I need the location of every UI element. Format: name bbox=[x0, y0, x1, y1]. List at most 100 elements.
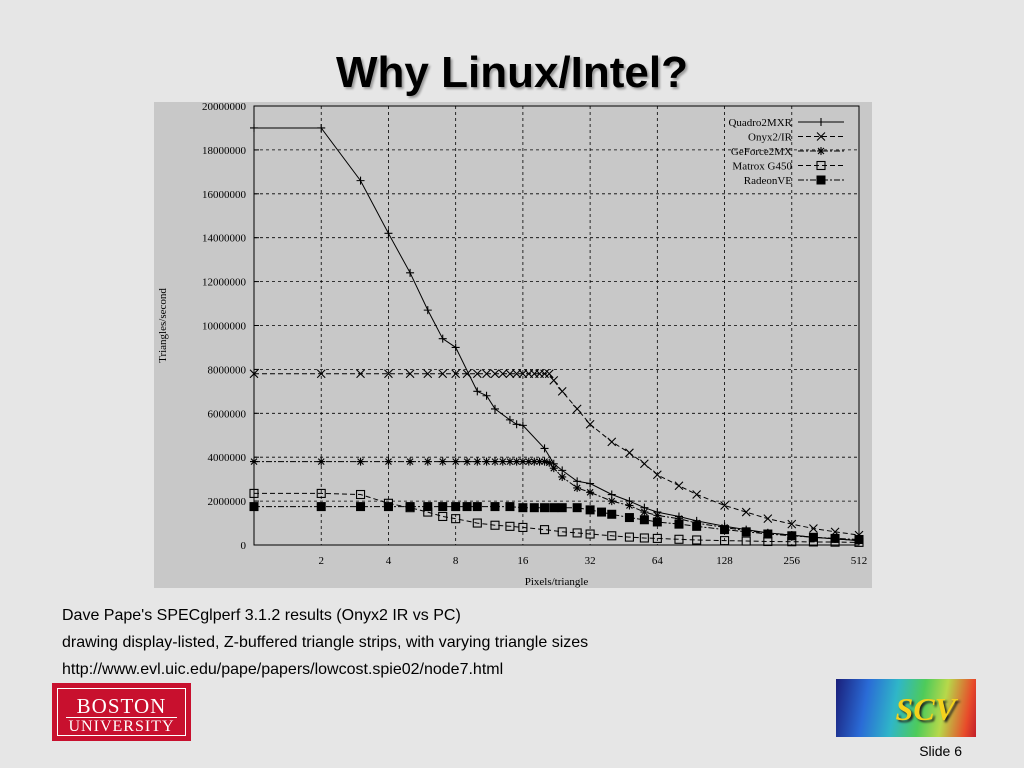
data-point-quadro2mxr bbox=[356, 176, 365, 185]
data-point-radeonve bbox=[639, 515, 649, 525]
data-point-onyx2-ir bbox=[652, 470, 662, 480]
scv-logo: SCV bbox=[836, 679, 976, 737]
data-point-geforce2mx bbox=[482, 457, 491, 466]
legend-label-radeonve: RadeonVE bbox=[744, 175, 793, 187]
data-point-radeonve bbox=[549, 503, 559, 513]
data-point-radeonve bbox=[490, 502, 500, 512]
data-point-geforce2mx bbox=[473, 457, 482, 466]
data-point-geforce2mx bbox=[512, 457, 521, 466]
data-point-geforce2mx bbox=[549, 464, 558, 473]
data-point-onyx2-ir bbox=[572, 404, 582, 414]
data-point-geforce2mx bbox=[640, 508, 649, 517]
data-point-radeonve bbox=[720, 525, 730, 535]
data-point-onyx2-ir bbox=[451, 369, 461, 379]
data-point-onyx2-ir bbox=[405, 369, 415, 379]
data-point-onyx2-ir bbox=[384, 369, 393, 379]
data-point-geforce2mx bbox=[451, 457, 460, 466]
data-point-radeonve bbox=[572, 503, 582, 513]
data-point-geforce2mx bbox=[505, 457, 514, 466]
data-point-quadro2mxr bbox=[317, 123, 326, 132]
data-point-radeonve bbox=[585, 505, 595, 515]
x-tick-label: 32 bbox=[585, 555, 596, 567]
y-tick-label: 8000000 bbox=[208, 364, 247, 376]
data-point-matrox-g450 bbox=[639, 533, 649, 543]
data-point-geforce2mx bbox=[524, 457, 533, 466]
data-point-onyx2-ir bbox=[249, 369, 259, 379]
data-point-geforce2mx bbox=[625, 501, 634, 510]
data-point-geforce2mx bbox=[518, 457, 527, 466]
data-point-matrox-g450 bbox=[585, 529, 595, 539]
caption-line-source: Dave Pape's SPECglperf 3.1.2 results (On… bbox=[62, 607, 461, 624]
data-point-matrox-g450 bbox=[674, 534, 684, 544]
data-point-radeonve bbox=[423, 502, 433, 512]
slide-title: Why Linux/Intel? bbox=[336, 48, 688, 97]
x-tick-label: 8 bbox=[453, 555, 459, 567]
data-point-radeonve bbox=[529, 503, 539, 513]
data-point-geforce2mx bbox=[356, 457, 365, 466]
x-tick-label: 2 bbox=[318, 555, 324, 567]
data-point-onyx2-ir bbox=[763, 514, 773, 524]
data-point-quadro2mxr bbox=[512, 420, 521, 429]
x-tick-label: 4 bbox=[386, 555, 392, 567]
data-point-quadro2mxr bbox=[438, 334, 447, 343]
data-point-onyx2-ir bbox=[585, 419, 595, 429]
legend-marker-geforce2mx bbox=[817, 147, 825, 155]
x-tick-label: 16 bbox=[517, 555, 529, 567]
legend-marker-radeonve bbox=[816, 175, 826, 185]
data-point-radeonve bbox=[652, 517, 662, 527]
data-point-onyx2-ir bbox=[692, 490, 702, 499]
data-point-radeonve bbox=[787, 531, 797, 541]
data-point-radeonve bbox=[438, 502, 448, 512]
data-point-radeonve bbox=[607, 509, 617, 519]
data-point-onyx2-ir bbox=[482, 369, 491, 379]
data-point-radeonve bbox=[741, 527, 751, 537]
legend-label-quadro2mxr: Quadro2MXR bbox=[728, 117, 792, 129]
data-point-radeonve bbox=[763, 529, 773, 539]
data-point-radeonve bbox=[472, 502, 482, 512]
data-point-geforce2mx bbox=[490, 457, 499, 466]
data-point-radeonve bbox=[808, 532, 818, 542]
data-point-radeonve bbox=[692, 521, 702, 531]
data-point-quadro2mxr bbox=[482, 391, 491, 400]
x-tick-label: 512 bbox=[851, 555, 868, 567]
data-point-geforce2mx bbox=[384, 457, 393, 466]
data-point-onyx2-ir bbox=[356, 369, 365, 379]
logo-text-university: UNIVERSITY bbox=[68, 718, 175, 735]
data-point-matrox-g450 bbox=[741, 536, 751, 546]
data-point-matrox-g450 bbox=[624, 532, 634, 542]
logo-border: BOSTON UNIVERSITY bbox=[57, 688, 186, 736]
logo-text-boston: BOSTON bbox=[76, 694, 167, 718]
data-point-onyx2-ir bbox=[549, 375, 559, 385]
data-point-matrox-g450 bbox=[692, 535, 702, 545]
data-point-radeonve bbox=[249, 502, 259, 512]
data-point-matrox-g450 bbox=[472, 518, 482, 528]
data-point-radeonve bbox=[451, 502, 461, 512]
data-point-onyx2-ir bbox=[423, 369, 433, 379]
data-point-quadro2mxr bbox=[451, 343, 460, 352]
data-point-matrox-g450 bbox=[249, 488, 259, 498]
data-point-quadro2mxr bbox=[518, 421, 527, 430]
data-point-geforce2mx bbox=[463, 457, 472, 466]
data-point-quadro2mxr bbox=[540, 444, 549, 453]
benchmark-chart: 0 2000000 4000000 6000000 8000000 10000000 120… bbox=[157, 102, 868, 588]
data-point-matrox-g450 bbox=[652, 533, 662, 543]
caption-line-description: drawing display-listed, Z-buffered trian… bbox=[62, 634, 589, 651]
data-point-matrox-g450 bbox=[490, 520, 500, 530]
data-point-geforce2mx bbox=[586, 488, 595, 497]
data-point-onyx2-ir bbox=[787, 519, 797, 529]
legend-label-onyx2-ir: Onyx2/IR bbox=[748, 132, 793, 144]
data-point-quadro2mxr bbox=[384, 229, 393, 238]
data-point-geforce2mx bbox=[607, 497, 616, 506]
data-point-radeonve bbox=[597, 507, 607, 517]
chart-panel: 0 2000000 4000000 6000000 8000000 10000000 120… bbox=[154, 102, 872, 588]
data-point-radeonve bbox=[830, 533, 840, 543]
data-point-onyx2-ir bbox=[625, 448, 634, 458]
data-point-onyx2-ir bbox=[438, 369, 448, 379]
logo-divider bbox=[66, 717, 177, 718]
data-point-geforce2mx bbox=[545, 458, 554, 467]
scv-logo-text: SCV bbox=[895, 691, 956, 727]
data-point-geforce2mx bbox=[535, 457, 544, 466]
y-tick-label: 18000000 bbox=[202, 145, 247, 157]
boston-university-logo: BOSTON UNIVERSITY bbox=[52, 683, 191, 741]
x-axis-label: Pixels/triangle bbox=[525, 576, 589, 588]
